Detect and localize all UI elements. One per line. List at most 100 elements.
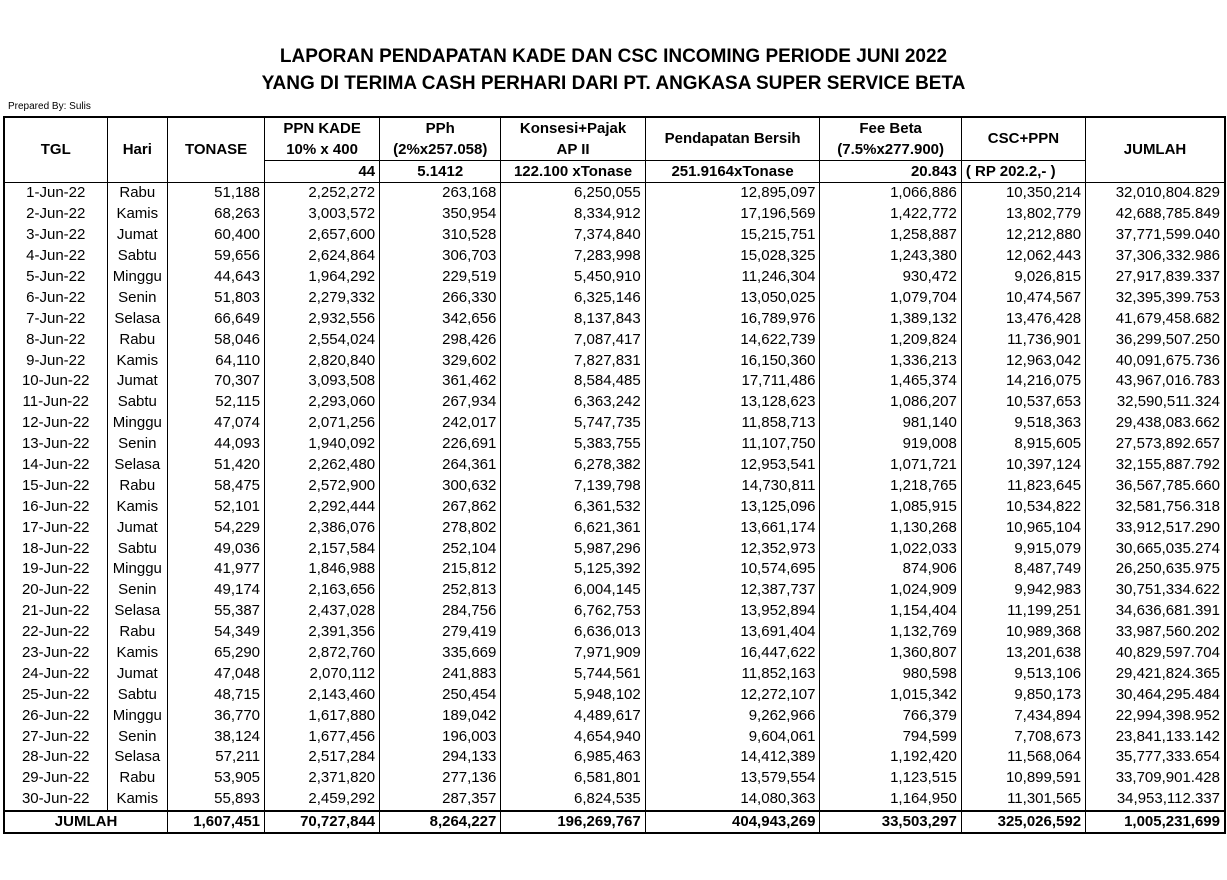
- jumlah-cell: 32,581,756.318: [1085, 496, 1226, 518]
- tgl-cell: 29-Jun-22: [3, 767, 108, 789]
- pendapatan-cell: 14,730,811: [644, 475, 821, 497]
- csc-cell: 10,474,567: [960, 287, 1087, 309]
- ppn-kade-cell: 1,846,988: [264, 559, 381, 580]
- ppn-kade-cell: 2,371,820: [264, 767, 381, 789]
- tgl-cell: 26-Jun-22: [3, 705, 108, 727]
- fee-cell: 1,132,769: [819, 621, 962, 643]
- header-pendapatan-rate: 251.9164xTonase: [644, 160, 821, 183]
- header-jumlah: JUMLAH: [1085, 116, 1226, 183]
- ppn-kade-cell: 2,252,272: [264, 181, 381, 204]
- pendapatan-cell: 12,387,737: [644, 579, 821, 601]
- pendapatan-cell: 13,125,096: [644, 496, 821, 518]
- tonase-cell: 65,290: [167, 642, 266, 664]
- jumlah-cell: 27,917,839.337: [1085, 266, 1226, 288]
- jumlah-cell: 23,841,133.142: [1085, 726, 1226, 748]
- ppn-kade-cell: 2,391,356: [264, 621, 381, 643]
- jumlah-cell: 36,567,785.660: [1085, 475, 1226, 497]
- jumlah-cell: 32,155,887.792: [1085, 454, 1226, 476]
- csc-cell: 9,942,983: [960, 579, 1087, 601]
- table-row: 11-Jun-22 Sabtu 52,115 2,293,060 267,934 6,36…: [3, 391, 1226, 413]
- hari-cell: Minggu: [106, 705, 169, 727]
- jumlah-cell: 33,987,560.202: [1085, 621, 1226, 643]
- csc-cell: 11,199,251: [960, 600, 1087, 622]
- ppn-kade-cell: 1,617,880: [264, 705, 381, 727]
- fee-cell: 1,336,213: [819, 350, 962, 372]
- header-fee: Fee Beta: [819, 116, 962, 139]
- jumlah-cell: 32,395,399.753: [1085, 287, 1226, 309]
- konsesi-cell: 7,139,798: [500, 475, 646, 497]
- tgl-cell: 28-Jun-22: [3, 747, 108, 768]
- pendapatan-cell: 11,246,304: [644, 266, 821, 288]
- hari-cell: Sabtu: [106, 391, 169, 413]
- header-csc: CSC+PPN: [960, 116, 1087, 161]
- csc-cell: 11,736,901: [960, 329, 1087, 351]
- tonase-cell: 68,263: [167, 203, 266, 225]
- pendapatan-cell: 12,272,107: [644, 684, 821, 706]
- tonase-cell: 44,093: [167, 433, 266, 455]
- pendapatan-cell: 11,858,713: [644, 412, 821, 434]
- tgl-cell: 24-Jun-22: [3, 663, 108, 685]
- hari-cell: Jumat: [106, 663, 169, 685]
- fee-cell: 1,209,824: [819, 329, 962, 351]
- tonase-cell: 66,649: [167, 308, 266, 330]
- pendapatan-cell: 17,711,486: [644, 371, 821, 392]
- tonase-cell: 47,048: [167, 663, 266, 685]
- table-row: 3-Jun-22 Jumat 60,400 2,657,600 310,528 7,374…: [3, 224, 1226, 246]
- fee-cell: 981,140: [819, 412, 962, 434]
- fee-cell: 1,243,380: [819, 245, 962, 267]
- report-title-line-2: YANG DI TERIMA CASH PERHARI DARI PT. ANG…: [261, 73, 966, 94]
- csc-cell: 8,487,749: [960, 559, 1087, 580]
- header-pph-sub: (2%x257.058): [379, 139, 502, 161]
- tgl-cell: 3-Jun-22: [3, 224, 108, 246]
- konsesi-cell: 5,747,735: [500, 412, 646, 434]
- csc-cell: 10,397,124: [960, 454, 1087, 476]
- pph-cell: 298,426: [379, 329, 502, 351]
- tonase-cell: 51,188: [167, 181, 266, 204]
- csc-cell: 11,568,064: [960, 747, 1087, 768]
- table-row: 21-Jun-22 Selasa 55,387 2,437,028 284,756 6,7…: [3, 600, 1226, 622]
- ppn-kade-cell: 2,872,760: [264, 642, 381, 664]
- csc-cell: 10,965,104: [960, 517, 1087, 539]
- jumlah-cell: 30,665,035.274: [1085, 538, 1226, 560]
- hari-cell: Sabtu: [106, 245, 169, 267]
- hari-cell: Sabtu: [106, 684, 169, 706]
- total-tonase: 1,607,451: [167, 809, 266, 834]
- tonase-cell: 54,229: [167, 517, 266, 539]
- tonase-cell: 54,349: [167, 621, 266, 643]
- tgl-cell: 10-Jun-22: [3, 371, 108, 392]
- fee-cell: 1,360,807: [819, 642, 962, 664]
- csc-cell: 13,802,779: [960, 203, 1087, 225]
- jumlah-cell: 32,590,511.324: [1085, 391, 1226, 413]
- table-header: TGL Hari TONASE PPN KADE PPh Konsesi+Paj…: [3, 116, 1226, 183]
- table-row: 13-Jun-22 Senin 44,093 1,940,092 226,691 5,38…: [3, 433, 1226, 455]
- header-csc-rate: ( RP 202.2,- ): [960, 160, 1087, 183]
- hari-cell: Senin: [106, 287, 169, 309]
- konsesi-cell: 8,137,843: [500, 308, 646, 330]
- total-pph: 8,264,227: [379, 809, 502, 834]
- jumlah-cell: 35,777,333.654: [1085, 747, 1226, 768]
- tonase-cell: 60,400: [167, 224, 266, 246]
- konsesi-cell: 5,450,910: [500, 266, 646, 288]
- hari-cell: Kamis: [106, 203, 169, 225]
- header-hari: Hari: [106, 116, 169, 183]
- pph-cell: 287,357: [379, 788, 502, 811]
- konsesi-cell: 7,827,831: [500, 350, 646, 372]
- csc-cell: 8,915,605: [960, 433, 1087, 455]
- ppn-kade-cell: 1,964,292: [264, 266, 381, 288]
- konsesi-cell: 4,654,940: [500, 726, 646, 748]
- pph-cell: 342,656: [379, 308, 502, 330]
- konsesi-cell: 6,361,532: [500, 496, 646, 518]
- pph-cell: 215,812: [379, 559, 502, 580]
- konsesi-cell: 6,250,055: [500, 181, 646, 204]
- pph-cell: 306,703: [379, 245, 502, 267]
- pph-cell: 329,602: [379, 350, 502, 372]
- tgl-cell: 18-Jun-22: [3, 538, 108, 560]
- fee-cell: 1,154,404: [819, 600, 962, 622]
- tonase-cell: 64,110: [167, 350, 266, 372]
- ppn-kade-cell: 2,624,864: [264, 245, 381, 267]
- tgl-cell: 21-Jun-22: [3, 600, 108, 622]
- tonase-cell: 58,475: [167, 475, 266, 497]
- ppn-kade-cell: 2,157,584: [264, 538, 381, 560]
- table-row: 9-Jun-22 Kamis 64,110 2,820,840 329,602 7,827…: [3, 350, 1226, 372]
- jumlah-cell: 30,464,295.484: [1085, 684, 1226, 706]
